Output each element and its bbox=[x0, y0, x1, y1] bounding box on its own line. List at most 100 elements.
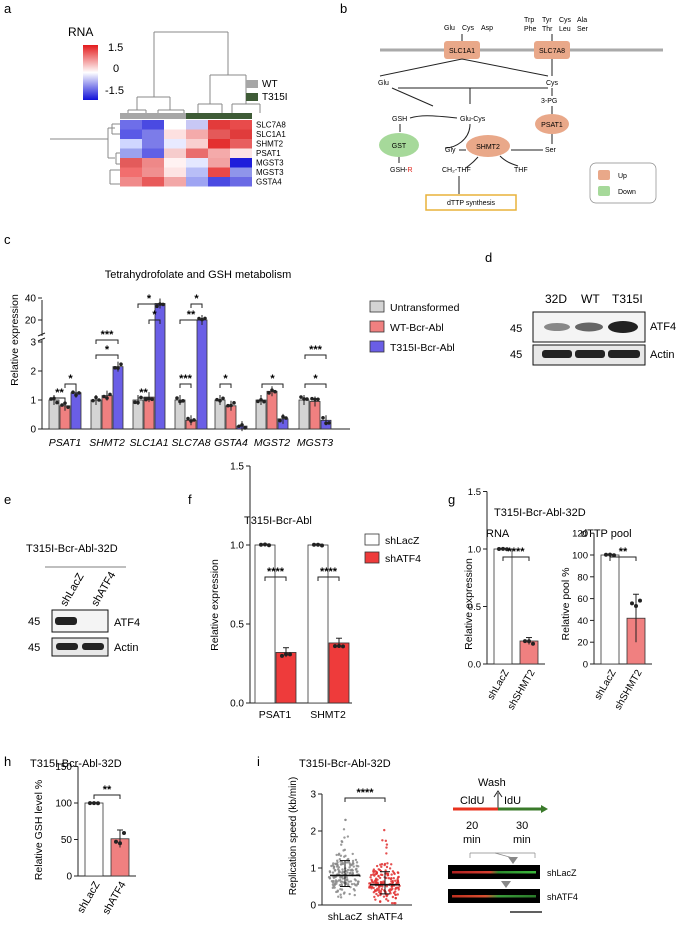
sig-label: **** bbox=[356, 787, 374, 799]
x-label: PSAT1 bbox=[49, 437, 81, 449]
lane-shatf4: shATF4 bbox=[89, 570, 118, 609]
pathway-legend bbox=[589, 162, 657, 204]
sig-label: * bbox=[152, 309, 157, 321]
data-point bbox=[273, 389, 277, 394]
rna-ylabel: Relative expression bbox=[463, 558, 475, 650]
sig-bracket bbox=[609, 556, 637, 561]
y-tick-label: 40 bbox=[577, 616, 588, 627]
legend-wt-label: WT bbox=[262, 79, 278, 90]
label-atf4: ATF4 bbox=[114, 617, 140, 629]
bar-t315i-bcr-abl bbox=[70, 392, 82, 430]
replication-point bbox=[353, 889, 356, 892]
data-point bbox=[108, 392, 112, 397]
data-point bbox=[66, 405, 70, 409]
replication-point bbox=[391, 887, 394, 890]
panel-i-letter: i bbox=[257, 754, 260, 769]
met-cys: Cys bbox=[546, 80, 559, 87]
data-point bbox=[102, 394, 106, 399]
data-point bbox=[175, 396, 179, 400]
heatmap-cell bbox=[186, 120, 208, 130]
sig-bracket bbox=[190, 303, 203, 308]
y-tick-label: 1 bbox=[310, 864, 316, 875]
met-gly: Gly bbox=[445, 147, 456, 154]
replication-point bbox=[339, 863, 343, 866]
gene-label: SLC7A8 bbox=[256, 121, 286, 130]
heatmap-cell bbox=[186, 167, 208, 177]
replication-point bbox=[335, 882, 338, 885]
x-label: SLC7A8 bbox=[171, 437, 210, 449]
replication-point bbox=[341, 877, 345, 880]
data-point bbox=[197, 316, 201, 321]
data-point bbox=[523, 639, 527, 644]
bar-shlacz bbox=[493, 548, 513, 665]
time-20: 20 bbox=[466, 820, 478, 832]
replication-point bbox=[337, 895, 340, 898]
bar-t315i-bcr-abl bbox=[196, 319, 208, 430]
data-point bbox=[262, 399, 266, 404]
dttp-label: dTTP synthesis bbox=[447, 200, 496, 207]
heatmap-cell bbox=[120, 177, 142, 187]
data-point bbox=[327, 421, 331, 425]
y-tick-label: 0 bbox=[66, 872, 72, 883]
sig-label: **** bbox=[320, 566, 338, 578]
sig-label: **** bbox=[507, 546, 525, 558]
legend-untransformed: Untransformed bbox=[390, 302, 460, 314]
replication-point bbox=[349, 871, 352, 875]
replication-point bbox=[346, 835, 350, 838]
replication-point bbox=[397, 886, 400, 890]
data-point bbox=[122, 830, 126, 835]
replication-point bbox=[342, 849, 345, 852]
heatmap-cell bbox=[186, 129, 208, 139]
replication-point bbox=[381, 885, 384, 888]
y-tick-label: 150 bbox=[55, 762, 72, 773]
data-point bbox=[320, 543, 324, 548]
panel-i: i T315I-Bcr-Abl-32D Replication speed (k… bbox=[257, 754, 578, 923]
dttp-ylabel: Relative pool % bbox=[560, 568, 572, 641]
legend-down-swatch bbox=[598, 186, 610, 196]
data-point bbox=[337, 643, 341, 648]
panel-i-title: T315I-Bcr-Abl-32D bbox=[299, 758, 391, 770]
x-label: SHMT2 bbox=[89, 437, 125, 449]
y-tick-label: 0.0 bbox=[468, 660, 481, 671]
sig-bracket bbox=[304, 383, 327, 388]
y-tick-label: 1.0 bbox=[230, 541, 244, 552]
data-point bbox=[634, 604, 638, 609]
gene-label: PSAT1 bbox=[256, 149, 281, 158]
replication-point bbox=[386, 862, 389, 865]
x-label: MGST2 bbox=[254, 437, 290, 449]
legend-down-label: Down bbox=[618, 189, 636, 196]
legend-t315i-swatch bbox=[246, 93, 258, 101]
data-point bbox=[259, 542, 263, 547]
replication-point bbox=[335, 880, 339, 883]
replication-point bbox=[357, 865, 360, 868]
replication-point bbox=[386, 899, 390, 902]
shmt2-label: SHMT2 bbox=[476, 144, 500, 151]
legend-wt-swatch bbox=[246, 80, 258, 88]
panel-h-letter: h bbox=[4, 754, 11, 769]
sig-label: *** bbox=[101, 329, 115, 341]
rna-title: RNA bbox=[486, 528, 510, 540]
y-tick-label: 20 bbox=[25, 316, 37, 327]
amino-ala: Ala bbox=[577, 17, 587, 24]
y-tick-label: 3 bbox=[310, 790, 316, 801]
replication-point bbox=[337, 852, 341, 855]
sig-label: **** bbox=[267, 566, 285, 578]
panel-g-title: T315I-Bcr-Abl-32D bbox=[494, 507, 586, 519]
replication-point bbox=[345, 881, 348, 885]
replication-point bbox=[372, 886, 375, 890]
sig-label: * bbox=[270, 373, 275, 385]
heatmap-cell bbox=[120, 158, 142, 168]
replication-point bbox=[369, 876, 372, 879]
transport-arrows bbox=[379, 58, 553, 77]
heatmap-cell bbox=[186, 148, 208, 158]
data-point bbox=[237, 424, 241, 429]
replication-point bbox=[339, 854, 343, 857]
replication-point bbox=[339, 880, 343, 884]
y-tick-label: 100 bbox=[572, 551, 588, 562]
amino-asp: Asp bbox=[481, 25, 493, 32]
data-point bbox=[497, 547, 501, 552]
sig-bracket bbox=[317, 576, 340, 581]
marker-45-actin: 45 bbox=[28, 642, 40, 654]
pathway-lines bbox=[391, 87, 553, 107]
